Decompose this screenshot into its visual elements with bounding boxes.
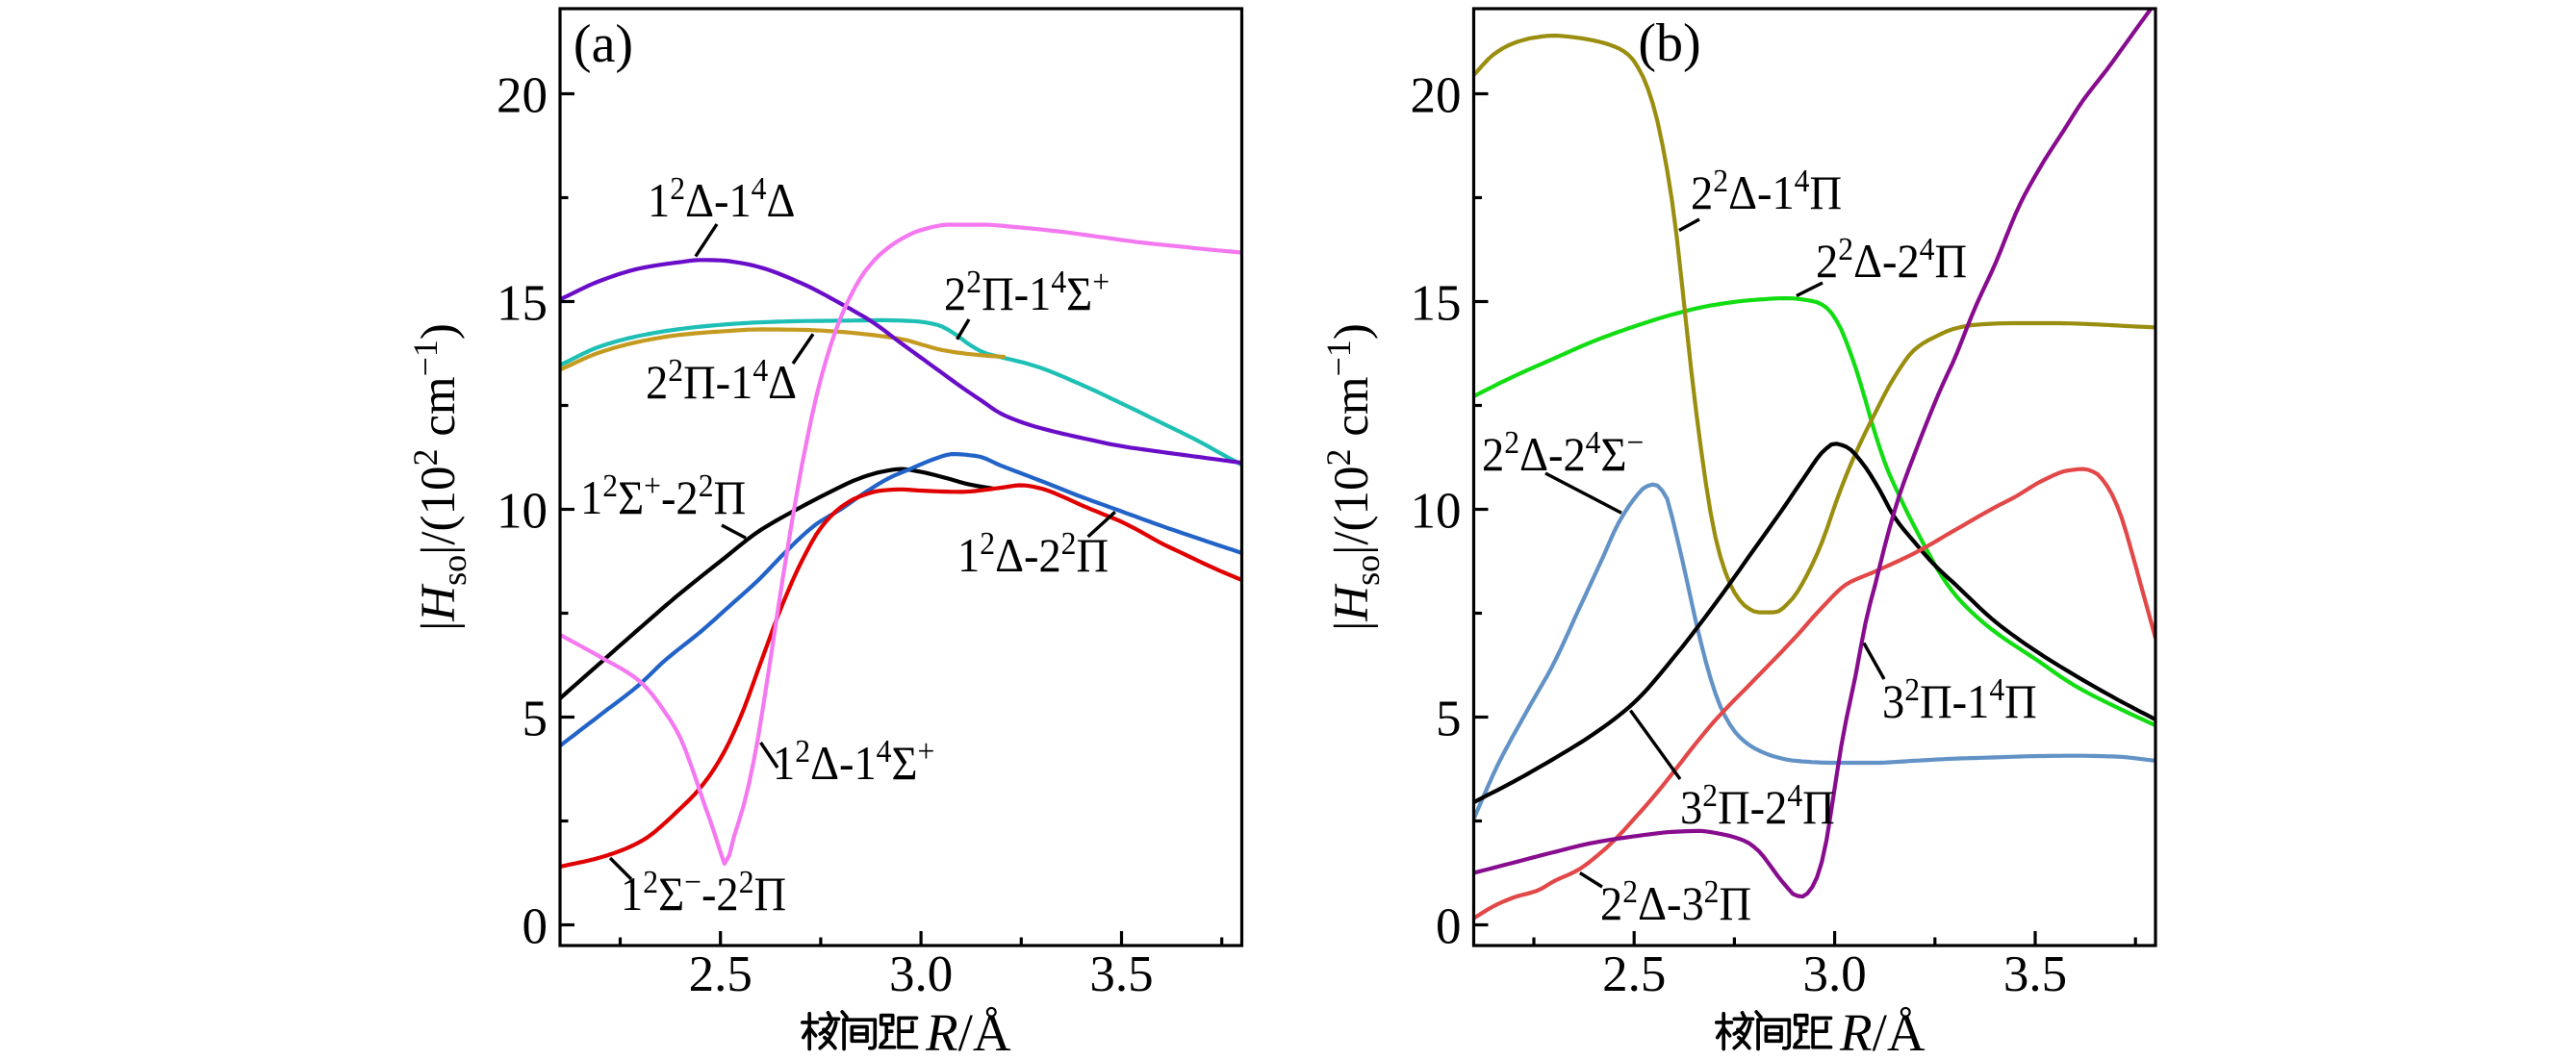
svg-text:R/Å: R/Å: [925, 1003, 1011, 1060]
svg-text:22Π-14Δ: 22Π-14Δ: [646, 353, 797, 409]
svg-text:10: 10: [1411, 484, 1462, 540]
svg-text:22Δ-24Σ−: 22Δ-24Σ−: [1482, 425, 1644, 481]
svg-text:22Π-14Σ+: 22Π-14Σ+: [944, 265, 1109, 320]
svg-text:5: 5: [1436, 692, 1462, 747]
svg-text:20: 20: [497, 68, 548, 124]
svg-text:15: 15: [1411, 276, 1462, 332]
svg-text:12Σ−-22Π: 12Σ−-22Π: [621, 865, 786, 921]
svg-text:10: 10: [497, 484, 548, 540]
svg-text:32Π-24Π: 32Π-24Π: [1680, 778, 1835, 834]
svg-text:2.5: 2.5: [1602, 946, 1666, 1002]
svg-text:3.5: 3.5: [1089, 946, 1153, 1002]
svg-text:12Σ+-22Π: 12Σ+-22Π: [580, 468, 746, 524]
svg-text:3.5: 3.5: [2003, 946, 2067, 1002]
svg-text:|Hso|/(102 cm−1): |Hso|/(102 cm−1): [406, 323, 473, 631]
svg-text:32Π-14Π: 32Π-14Π: [1882, 672, 2037, 728]
svg-text:22Δ-14Π: 22Δ-14Π: [1691, 164, 1842, 219]
svg-text:3.0: 3.0: [1802, 946, 1866, 1002]
svg-text:22Δ-24Π: 22Δ-24Π: [1816, 232, 1967, 288]
svg-text:R/Å: R/Å: [1839, 1003, 1926, 1060]
svg-text:20: 20: [1411, 68, 1462, 124]
svg-text:(a): (a): [574, 14, 633, 74]
svg-text:(b): (b): [1638, 13, 1700, 73]
svg-text:22Δ-32Π: 22Δ-32Π: [1600, 874, 1751, 930]
svg-text:|Hso|/(102 cm−1): |Hso|/(102 cm−1): [1319, 323, 1387, 631]
svg-text:12Δ-14Δ: 12Δ-14Δ: [648, 171, 795, 227]
svg-text:0: 0: [1436, 899, 1462, 955]
svg-text:12Δ-22Π: 12Δ-22Π: [957, 526, 1109, 582]
svg-text:5: 5: [523, 692, 548, 747]
svg-text:0: 0: [523, 899, 548, 955]
svg-text:2.5: 2.5: [689, 946, 752, 1002]
svg-text:12Δ-14Σ+: 12Δ-14Σ+: [773, 734, 934, 790]
svg-text:15: 15: [497, 276, 548, 332]
svg-text:3.0: 3.0: [889, 946, 953, 1002]
